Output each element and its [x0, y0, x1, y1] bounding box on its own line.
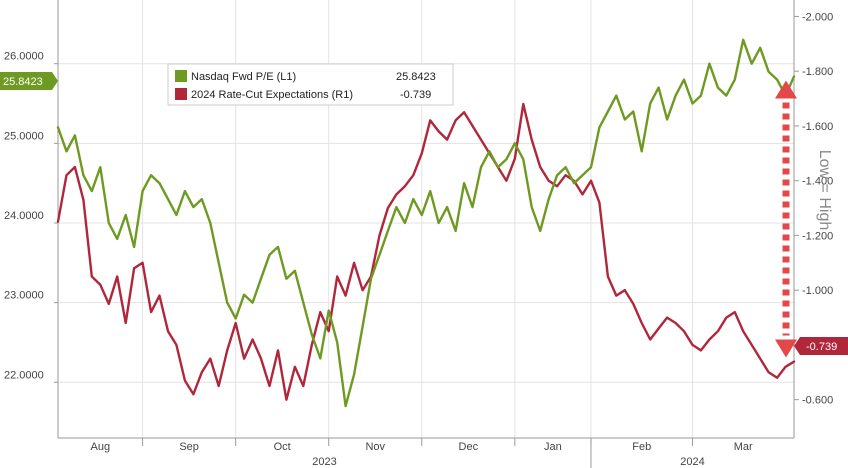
x-tick-label: Aug [91, 441, 111, 453]
last-value-tag-right-text: -0.739 [806, 341, 837, 353]
legend-swatch-pe [175, 70, 187, 82]
series-line-rate-cut [56, 102, 796, 401]
y-right-tick-label: -1.400 [802, 176, 833, 188]
double-arrow-icon [775, 80, 797, 358]
legend-label-rate: 2024 Rate-Cut Expectations (R1) [191, 89, 353, 101]
legend-label-pe: Nasdaq Fwd P/E (L1) [191, 71, 296, 83]
x-axis-month-ticks: Aug Sep Oct Nov Dec Jan Feb Mar [91, 438, 753, 453]
y-right-tick-label: -1.600 [802, 121, 833, 133]
y-right-tick-label: -0.600 [802, 395, 833, 407]
x-tick-label: Jan [544, 441, 562, 453]
arrow-head-down [775, 339, 797, 358]
y-right-tick-label: -1.800 [802, 66, 833, 78]
y-right-tick-label: -1.200 [802, 230, 833, 242]
year-label: 2023 [312, 456, 336, 468]
y-left-tick-label: 24.0000 [4, 210, 44, 222]
y-left-tick-label: 25.0000 [4, 130, 44, 142]
x-tick-label: Mar [734, 441, 753, 453]
x-tick-label: Nov [365, 441, 385, 453]
series-lines [56, 38, 796, 408]
legend-box [167, 63, 454, 106]
low-equals-high-annotation: Low = High [775, 80, 833, 358]
y-left-tick-label: 22.0000 [4, 369, 44, 381]
last-value-tags: 25.8423 -0.739 [0, 72, 848, 355]
legend: Nasdaq Fwd P/E (L1) 25.8423 2024 Rate-Cu… [167, 63, 454, 106]
x-tick-label: Sep [179, 441, 199, 453]
arrow-head-up [775, 80, 797, 99]
y-axis-left-ticks: 22.0000 23.0000 24.0000 25.0000 26.0000 [4, 51, 58, 383]
y-left-tick-label: 23.0000 [4, 290, 44, 302]
year-label: 2024 [680, 456, 704, 468]
last-value-tag-right [794, 337, 848, 355]
legend-value-pe: 25.8423 [396, 71, 436, 83]
legend-value-rate: -0.739 [400, 89, 431, 101]
x-tick-label: Oct [274, 441, 291, 453]
y-right-tick-label: -1.000 [802, 285, 833, 297]
annotation-text: Low = High [816, 150, 833, 231]
last-value-tag-left-text: 25.8423 [3, 76, 43, 88]
x-tick-label: Feb [632, 441, 651, 453]
y-left-tick-label: 26.0000 [4, 51, 44, 63]
x-tick-label: Dec [459, 441, 479, 453]
legend-swatch-rate [175, 88, 187, 100]
series-line-nasdaq-pe [56, 38, 796, 408]
x-axis-year-ticks: 2023 2024 [312, 438, 705, 468]
y-right-tick-label: -2.000 [802, 11, 833, 23]
last-value-tag-left [0, 72, 58, 90]
